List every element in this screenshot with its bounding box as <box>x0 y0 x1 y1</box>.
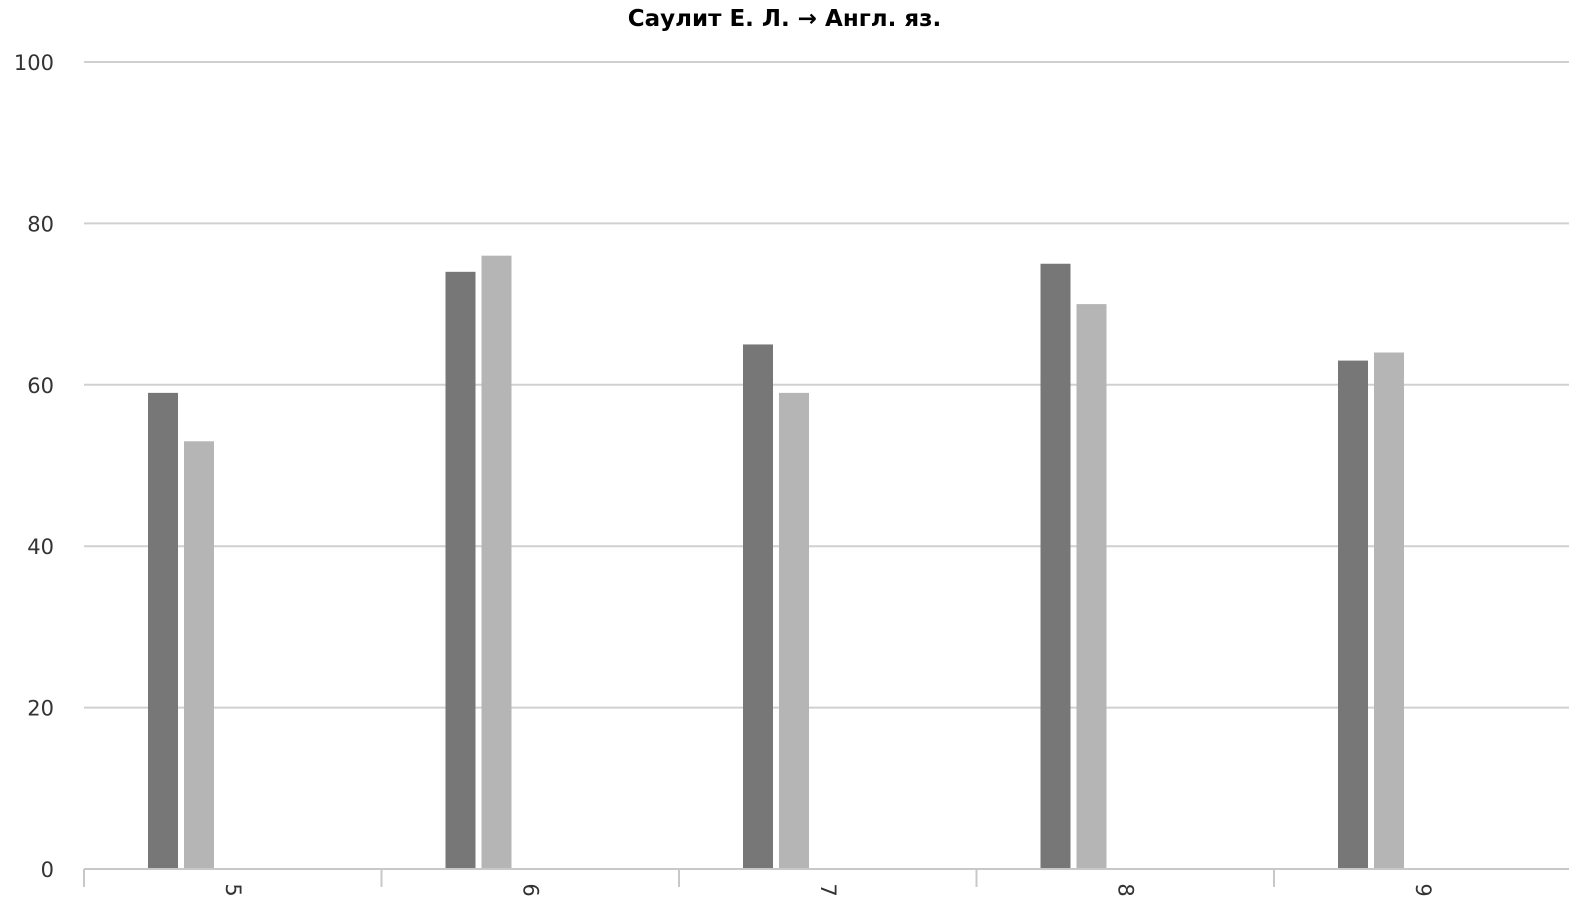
y-tick-label: 20 <box>27 697 54 721</box>
bars <box>148 255 1404 870</box>
bar-series-2-7 <box>779 392 809 869</box>
x-tick-label: 6 <box>518 883 542 896</box>
grid-lines <box>84 61 1569 709</box>
bar-series-2-5 <box>184 441 214 869</box>
y-tick-label: 100 <box>14 51 54 75</box>
bar-series-2-9 <box>1374 352 1404 869</box>
bar-series-1-5 <box>148 392 178 869</box>
y-tick-label: 0 <box>41 858 54 882</box>
y-axis-ticks: 0 20 40 60 80 100 <box>14 51 54 882</box>
bar-series-2-6 <box>481 255 512 869</box>
x-axis: 5 6 7 8 9 <box>83 868 1569 897</box>
bar-series-1-7 <box>743 344 773 869</box>
x-tick-label: 8 <box>1113 883 1137 896</box>
y-tick-label: 60 <box>27 374 54 398</box>
bar-series-1-8 <box>1040 263 1071 869</box>
bar-series-1-9 <box>1338 360 1368 869</box>
y-tick-label: 40 <box>27 535 54 559</box>
x-tick-label: 5 <box>221 883 245 896</box>
y-tick-label: 80 <box>27 212 54 236</box>
bar-series-1-6 <box>445 271 476 869</box>
chart-title: Саулит Е. Л. → Англ. яз. <box>627 6 942 32</box>
bar-series-2-8 <box>1076 304 1107 870</box>
x-tick-label: 7 <box>816 883 840 896</box>
x-tick-label: 9 <box>1411 883 1435 896</box>
